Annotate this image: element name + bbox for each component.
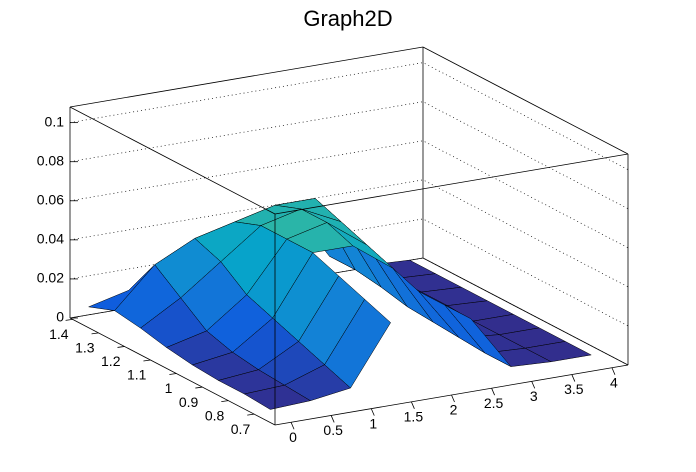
y-tick-label: 1.3 bbox=[75, 340, 95, 356]
box-edge bbox=[274, 153, 629, 215]
x-tick bbox=[411, 401, 415, 409]
x-tick-label: 0.5 bbox=[323, 422, 343, 438]
x-tick bbox=[451, 394, 455, 403]
x-tick-label: 3.5 bbox=[564, 381, 584, 397]
grid-line bbox=[69, 140, 629, 249]
surface-cell bbox=[444, 304, 512, 367]
x-tick bbox=[330, 415, 335, 423]
x-tick-label: 0 bbox=[289, 429, 297, 445]
y-tick-label: 0.7 bbox=[231, 421, 251, 437]
y-tick bbox=[65, 318, 73, 321]
x-tick-label: 1.5 bbox=[404, 409, 424, 425]
x-tick-label: 4 bbox=[610, 374, 618, 390]
box-edge bbox=[69, 46, 424, 108]
y-tick-label: 1.1 bbox=[127, 367, 147, 383]
y-tick-label: 0.9 bbox=[179, 394, 199, 410]
y-tick bbox=[91, 332, 99, 335]
x-tick bbox=[531, 381, 536, 389]
grid-line bbox=[69, 101, 629, 210]
x-tick bbox=[571, 374, 576, 382]
y-tick bbox=[143, 359, 151, 362]
grid-line bbox=[69, 179, 629, 288]
y-tick bbox=[117, 346, 125, 348]
z-tick-label: 0 bbox=[56, 309, 64, 325]
chart-title: Graph2D bbox=[303, 6, 392, 31]
z-tick-label: 0.08 bbox=[37, 152, 64, 168]
z-tick-label: 0.1 bbox=[45, 113, 65, 129]
z-tick-label: 0.04 bbox=[37, 231, 64, 247]
y-tick-label: 0.8 bbox=[205, 407, 225, 423]
y-tick bbox=[169, 373, 177, 375]
x-tick bbox=[370, 408, 375, 416]
x-tick bbox=[611, 367, 616, 375]
z-tick-label: 0.06 bbox=[37, 191, 64, 207]
x-tick bbox=[290, 422, 295, 430]
y-tick-label: 1.4 bbox=[49, 326, 69, 342]
box-edge bbox=[69, 106, 276, 215]
y-tick-label: 1.2 bbox=[101, 353, 121, 369]
z-tick-label: 0.02 bbox=[37, 270, 64, 286]
box-edge bbox=[422, 257, 629, 366]
x-tick-label: 1 bbox=[369, 415, 377, 431]
box-edge bbox=[422, 46, 629, 155]
y-tick bbox=[221, 400, 229, 403]
y-tick bbox=[247, 413, 255, 416]
y-tick bbox=[195, 386, 203, 389]
x-tick bbox=[491, 388, 495, 396]
grid-line bbox=[69, 218, 629, 327]
grid-line bbox=[69, 62, 629, 170]
y-tick-label: 1 bbox=[165, 380, 173, 396]
x-tick-label: 2.5 bbox=[484, 395, 504, 411]
surface-cell bbox=[243, 384, 312, 410]
x-tick-label: 2 bbox=[450, 402, 458, 418]
box-edge bbox=[69, 317, 276, 426]
x-tick-label: 3 bbox=[530, 388, 538, 404]
